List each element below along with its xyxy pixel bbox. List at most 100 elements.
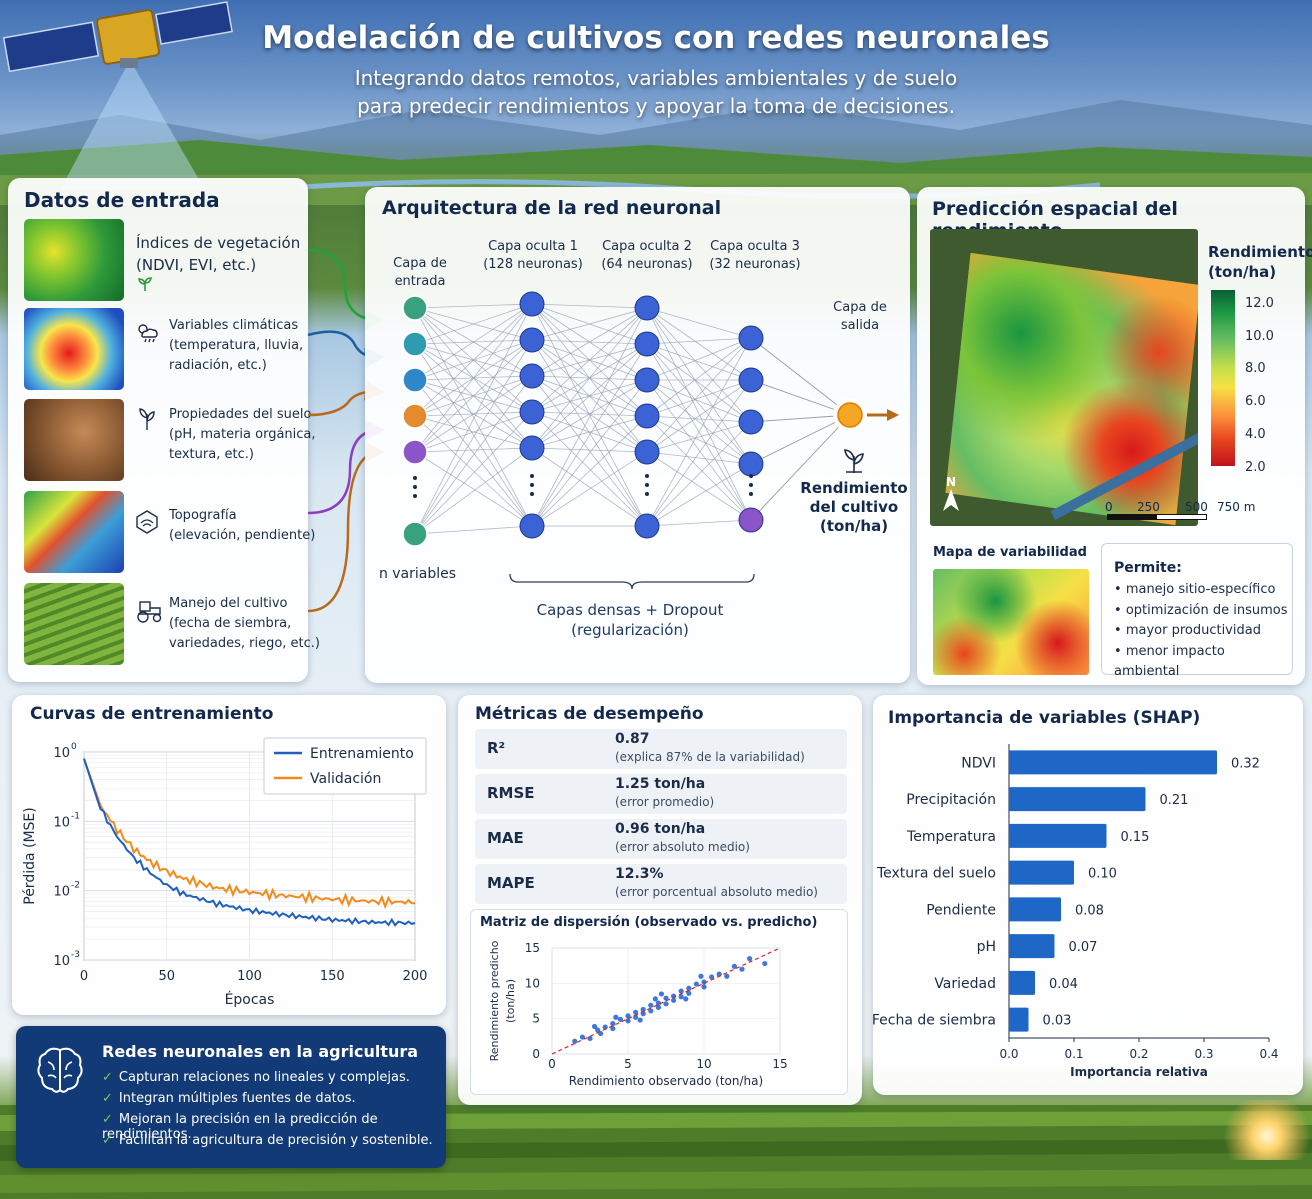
hidden-layer-1-label: Capa oculta 1 (128 neuronas) (478, 238, 588, 274)
input-item-vegetation-line2: (NDVI, EVI, etc.) (136, 256, 257, 274)
scatter-point (731, 963, 737, 969)
hidden-layer-2-label-line1: Capa oculta 2 (602, 239, 692, 254)
check-icon: ✓ (102, 1133, 113, 1148)
colorbar-tick: 10.0 (1245, 328, 1274, 344)
scale-tick: 500 (1185, 500, 1208, 514)
nn-connection (531, 411, 648, 527)
summary-box: Redes neuronales en la agricultura ✓ Capt… (16, 1026, 446, 1168)
colorbar-tick: 2.0 (1245, 459, 1266, 475)
x-axis-label: Rendimiento observado (ton/ha) (569, 1074, 763, 1088)
nn-connection (414, 447, 533, 535)
allows-list: • manejo sitio-específico • optimización… (1114, 580, 1292, 683)
scatter-point (648, 1002, 654, 1008)
nn-connection (646, 379, 752, 453)
nn-connection (646, 415, 752, 465)
nn-connection (531, 307, 648, 413)
ellipsis-dot (530, 483, 534, 487)
shap-value-label: 0.10 (1088, 867, 1117, 882)
check-icon: ✓ (102, 1091, 113, 1106)
scatter-point (686, 985, 692, 991)
nn-connection (414, 303, 533, 417)
yield-output-label-line2: del cultivo (809, 498, 899, 516)
scatter-point (663, 995, 669, 1001)
metric-row-r2: R² 0.87 (explica 87% de la variabilidad) (475, 729, 847, 769)
metric-key: RMSE (487, 784, 535, 802)
nn-connection (414, 451, 533, 527)
subtitle-line-1: Integrando datos remotos, variables ambi… (354, 66, 958, 90)
scatter-point (739, 966, 745, 972)
scatter-point (678, 994, 684, 1000)
shap-category-label: Precipitación (906, 792, 996, 808)
y-tick-label: 10 (53, 885, 70, 900)
scatter-point (610, 1021, 616, 1027)
nn-connection (646, 343, 752, 465)
input-layer-label: Capa de entrada (380, 255, 460, 291)
scatter-point (701, 984, 707, 990)
scatter-point (762, 960, 768, 967)
nn-connection (414, 303, 533, 309)
y-tick-label: 15 (525, 941, 540, 955)
nn-connection (646, 379, 752, 465)
architecture-card (365, 187, 910, 683)
nn-connection (646, 337, 752, 417)
shap-bar (1009, 860, 1074, 885)
y-axis-label-line2: (ton/ha) (504, 979, 517, 1023)
shap-bar (1009, 787, 1146, 812)
ndvi-thumbnail (24, 219, 124, 301)
nn-connection (414, 447, 533, 453)
variability-map (933, 569, 1089, 675)
nn-connection (414, 303, 533, 535)
hidden-layer-1-label-line1: Capa oculta 1 (488, 239, 578, 254)
input-arrows (307, 248, 385, 613)
x-tick-label: 0.1 (1064, 1047, 1083, 1061)
colorbar (1211, 290, 1235, 466)
scatter-point (602, 1024, 608, 1030)
y-tick-label: 10 (525, 976, 540, 990)
metric-value: 0.87 (615, 731, 650, 747)
yield-output-label-line1: Rendimiento (800, 479, 908, 497)
colorbar-tick: 12.0 (1245, 296, 1274, 311)
x-tick-label: 0.2 (1129, 1047, 1148, 1061)
nn-connection (750, 337, 851, 416)
yield-map: N (930, 229, 1198, 526)
metric-value: 1.25 ton/ha (615, 776, 706, 792)
yield-output-label: Rendimiento del cultivo (ton/ha) (800, 479, 908, 536)
allows-item: • mayor productividad (1114, 623, 1261, 638)
ellipsis-dot (645, 492, 649, 496)
scale-bar-segments (1107, 514, 1207, 520)
summary-item-text: Integran múltiples fuentes de datos. (118, 1091, 356, 1106)
legend-label-val: Validación (310, 771, 381, 787)
scatter-chart: 00 5 5 10 10 15 15 Rendimiento observado (ton/h… (488, 940, 788, 1088)
nn-connection (414, 307, 533, 527)
nn-connection (646, 379, 752, 423)
colorbar-tick: 8.0 (1245, 361, 1266, 377)
summary-item: ✓ Facilitan la agricultura de precisión y… (102, 1133, 433, 1148)
nn-connection (531, 447, 648, 527)
input-neuron (402, 367, 428, 393)
x-tick-label: 50 (158, 969, 175, 984)
input-item-topography: Topografía (elevación, pendiente) (169, 506, 315, 546)
nn-connection (646, 307, 752, 381)
hidden-layer-2-label-line2: (64 neuronas) (601, 257, 693, 272)
input-item-management-line3: variedades, riego, etc.) (169, 636, 320, 651)
input-item-management: Manejo del cultivo (fecha de siembra, va… (169, 594, 320, 654)
nn-connection (414, 303, 533, 381)
architecture-title: Arquitectura de la red neuronal (382, 197, 722, 219)
summary-item-text: Facilitan la agricultura de precisión y … (118, 1133, 433, 1148)
input-item-soil-line2: (pH, materia orgánica, (169, 427, 316, 442)
scatter-point (747, 956, 753, 962)
nn-connection (646, 451, 752, 521)
scale-tick: 250 (1137, 500, 1160, 514)
input-neuron (402, 403, 428, 429)
x-tick-label: 10 (696, 1057, 711, 1071)
north-arrow-icon (943, 489, 959, 511)
colorbar-tick: 4.0 (1245, 426, 1266, 442)
metric-value: 12.3% (615, 866, 664, 882)
input-item-climate-line1: Variables climáticas (169, 318, 299, 333)
ellipsis-dot (413, 476, 417, 480)
y-tick-label: 10 (53, 746, 70, 761)
nn-connection (531, 447, 648, 453)
scale-tick: 0 (1105, 500, 1113, 514)
nn-connection (646, 307, 752, 521)
shap-value-label: 0.32 (1231, 756, 1260, 771)
